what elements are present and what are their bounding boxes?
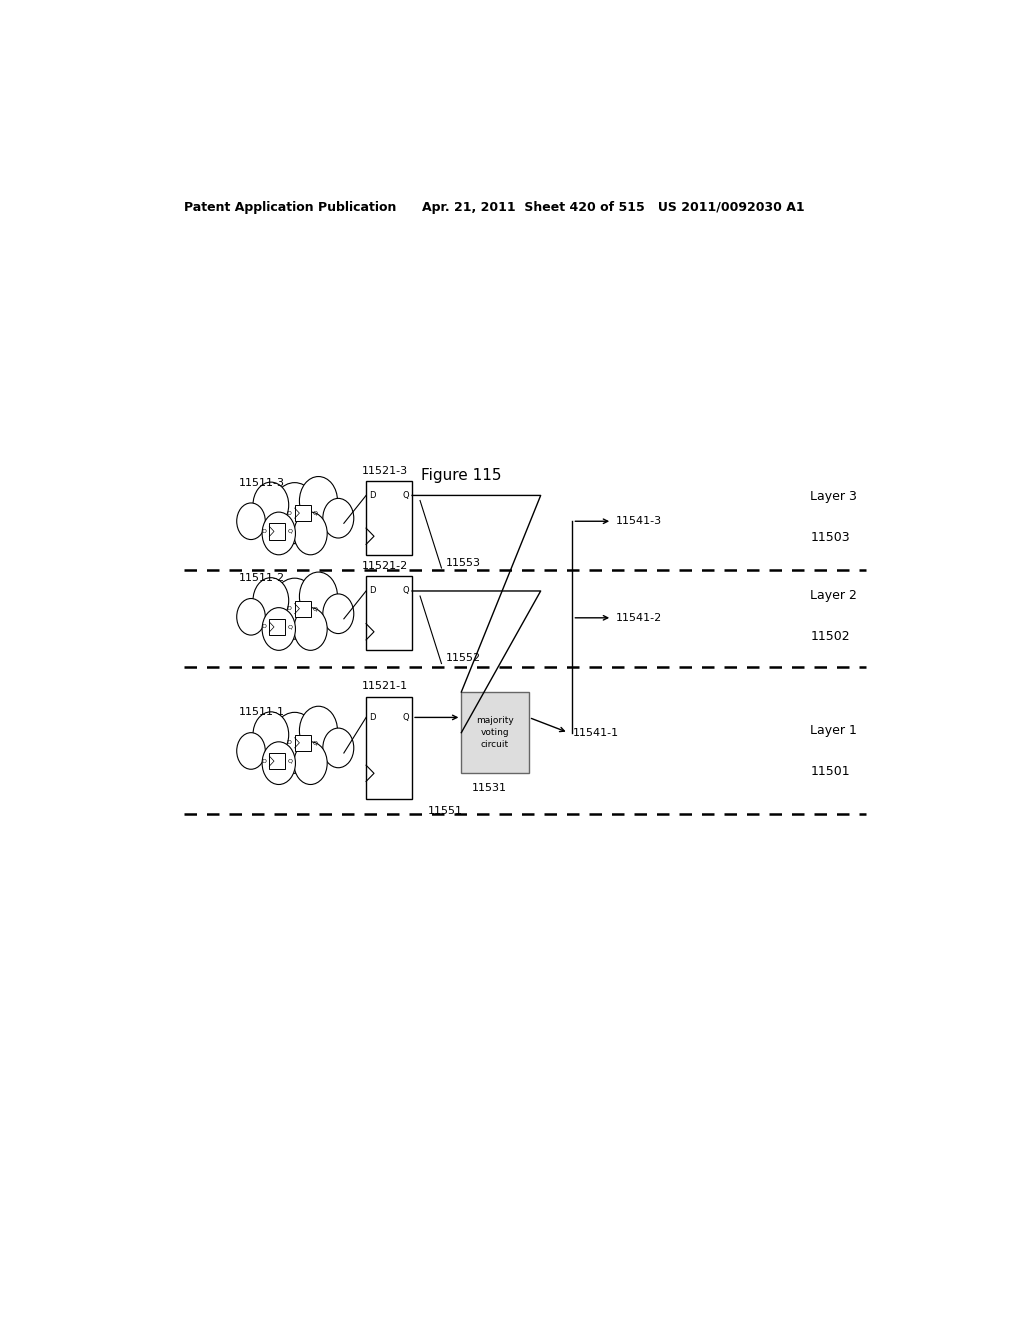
Circle shape — [262, 607, 296, 651]
Circle shape — [299, 706, 338, 755]
Bar — [295, 601, 310, 616]
Text: 11551: 11551 — [428, 807, 463, 816]
Circle shape — [294, 607, 328, 651]
Bar — [367, 576, 412, 651]
Bar — [295, 735, 310, 751]
Text: 11553: 11553 — [445, 558, 480, 568]
Text: D: D — [370, 586, 376, 595]
Text: 11521-2: 11521-2 — [362, 561, 409, 572]
Bar — [269, 619, 285, 635]
Text: D: D — [287, 741, 292, 746]
Text: 11521-3: 11521-3 — [362, 466, 409, 475]
Circle shape — [237, 503, 265, 540]
Text: Q: Q — [288, 624, 293, 630]
Text: Layer 2: Layer 2 — [811, 589, 857, 602]
Text: 11541-3: 11541-3 — [616, 516, 663, 527]
Text: Q: Q — [313, 511, 317, 516]
Text: Layer 1: Layer 1 — [811, 725, 857, 737]
Text: D: D — [261, 529, 266, 533]
Circle shape — [270, 578, 318, 639]
Circle shape — [270, 713, 318, 774]
Circle shape — [253, 482, 289, 528]
Text: 11541-1: 11541-1 — [572, 727, 618, 738]
Bar — [295, 506, 310, 521]
Text: Q: Q — [288, 529, 293, 533]
Circle shape — [294, 512, 328, 554]
Text: Layer 3: Layer 3 — [811, 490, 857, 503]
Bar — [269, 752, 285, 770]
Text: Patent Application Publication: Patent Application Publication — [183, 201, 396, 214]
Text: Figure 115: Figure 115 — [421, 469, 502, 483]
Circle shape — [323, 499, 353, 539]
Text: D: D — [261, 759, 266, 764]
Text: Apr. 21, 2011  Sheet 420 of 515   US 2011/0092030 A1: Apr. 21, 2011 Sheet 420 of 515 US 2011/0… — [422, 201, 804, 214]
Bar — [269, 523, 285, 540]
Text: 11501: 11501 — [811, 764, 850, 777]
Text: D: D — [370, 713, 376, 722]
Text: D: D — [287, 511, 292, 516]
Text: D: D — [287, 606, 292, 611]
Text: majority
voting
circuit: majority voting circuit — [476, 717, 514, 748]
Text: 11531: 11531 — [472, 784, 507, 793]
Text: D: D — [261, 624, 266, 630]
Text: 11511-2: 11511-2 — [240, 573, 286, 583]
Circle shape — [294, 742, 328, 784]
Text: 11552: 11552 — [445, 653, 480, 664]
Circle shape — [299, 477, 338, 525]
Text: D: D — [370, 491, 376, 500]
Circle shape — [262, 512, 296, 554]
Text: Q: Q — [313, 741, 317, 746]
Circle shape — [323, 729, 353, 768]
Text: 11511-3: 11511-3 — [240, 478, 285, 487]
Text: Q: Q — [313, 606, 317, 611]
Text: 11541-2: 11541-2 — [616, 612, 663, 623]
Text: Q: Q — [402, 713, 409, 722]
Circle shape — [323, 594, 353, 634]
Bar — [461, 692, 528, 774]
Bar — [367, 697, 412, 799]
Text: Q: Q — [288, 759, 293, 764]
Circle shape — [237, 598, 265, 635]
Circle shape — [253, 578, 289, 623]
Text: 11511-1: 11511-1 — [240, 708, 285, 718]
Circle shape — [262, 742, 296, 784]
Text: Q: Q — [402, 491, 409, 500]
Circle shape — [270, 483, 318, 544]
Text: 11521-1: 11521-1 — [362, 681, 409, 690]
Text: 11502: 11502 — [811, 630, 850, 643]
Circle shape — [253, 711, 289, 758]
Bar — [367, 480, 412, 554]
Circle shape — [237, 733, 265, 770]
Text: Q: Q — [402, 586, 409, 595]
Text: 11503: 11503 — [811, 531, 850, 544]
Circle shape — [299, 572, 338, 620]
